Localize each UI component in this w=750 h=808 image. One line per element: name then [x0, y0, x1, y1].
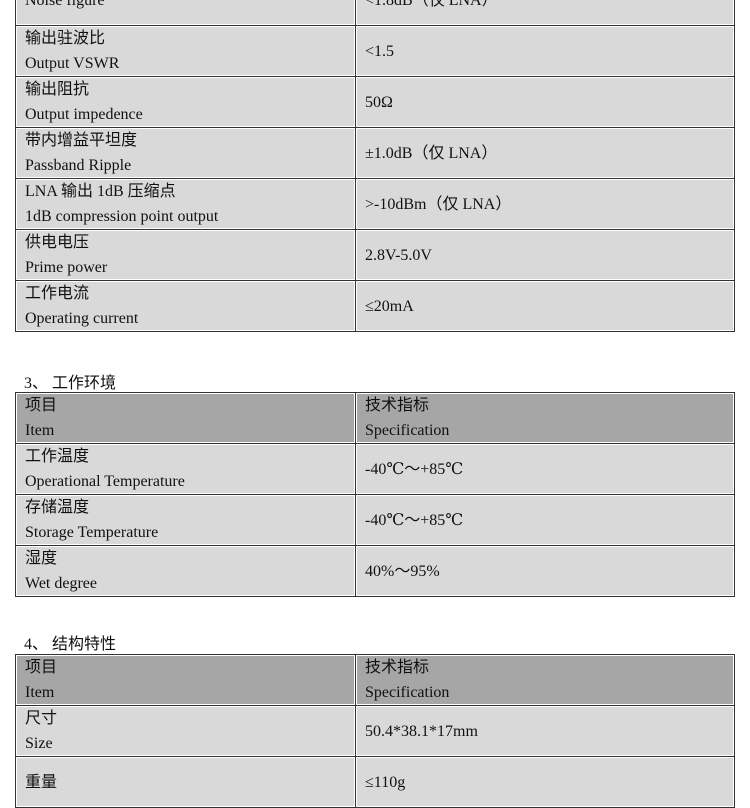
- header-spec-zh: 技术指标: [365, 659, 430, 676]
- item-name-zh: 供电电压: [25, 234, 90, 251]
- structure-spec-table: 项目 Item 技术指标 Specification 尺寸 Size 50.4*38.1*1…: [15, 654, 735, 808]
- item-name-zh: 尺寸: [25, 710, 58, 727]
- item-cell: Noise figure: [15, 0, 356, 26]
- header-spec-zh: 技术指标: [365, 397, 430, 414]
- table-row: 湿度 Wet degree 40%～95%: [15, 545, 735, 597]
- table-row: 工作电流 Operating current ≤20mA: [15, 280, 735, 332]
- table-row: 带内增益平坦度 Passband Ripple ±1.0dB（仅 LNA）: [15, 127, 735, 179]
- item-name-zh: LNA 输出 1dB 压缩点: [25, 183, 176, 200]
- item-name-zh: 带内增益平坦度: [25, 132, 138, 149]
- section-4-title: 4、 结构特性: [24, 636, 117, 653]
- table-header-row: 项目 Item 技术指标 Specification: [15, 392, 735, 444]
- spec-cell: 50Ω: [355, 76, 735, 128]
- header-spec-en: Specification: [365, 684, 450, 701]
- spec-cell: <1.5: [355, 25, 735, 77]
- header-spec-cell: 技术指标 Specification: [355, 654, 735, 706]
- spec-cell: 40%～95%: [355, 545, 735, 597]
- spec-cell: 50.4*38.1*17mm: [355, 705, 735, 757]
- header-item-en: Item: [25, 684, 55, 701]
- item-name-zh: 湿度: [25, 550, 58, 567]
- header-item-en: Item: [25, 422, 55, 439]
- item-cell: 湿度 Wet degree: [15, 545, 356, 597]
- item-name-zh: 重量: [25, 773, 58, 791]
- table-row: 工作温度 Operational Temperature -40℃～+85℃: [15, 443, 735, 495]
- spec-cell: >-10dBm（仅 LNA）: [355, 178, 735, 230]
- spec-cell: ±1.0dB（仅 LNA）: [355, 127, 735, 179]
- item-name-en: Prime power: [25, 259, 108, 276]
- spec-value: 50Ω: [365, 93, 393, 111]
- item-name-zh: 输出驻波比: [25, 30, 106, 47]
- item-name-en: Storage Temperature: [25, 524, 159, 541]
- item-cell: 重量: [15, 756, 356, 808]
- spec-value: 40%～95%: [365, 562, 440, 580]
- item-name-en: Operating current: [25, 310, 139, 327]
- table-row: Noise figure <1.8dB（仅 LNA）: [15, 0, 735, 26]
- header-spec-en: Specification: [365, 422, 450, 439]
- item-cell: 尺寸 Size: [15, 705, 356, 757]
- item-cell: 存储温度 Storage Temperature: [15, 494, 356, 546]
- item-cell: 输出驻波比 Output VSWR: [15, 25, 356, 77]
- header-item-cell: 项目 Item: [15, 392, 356, 444]
- item-name-en: Output impedence: [25, 106, 143, 123]
- item-name-en: 1dB compression point output: [25, 208, 219, 225]
- spec-cell: ≤110g: [355, 756, 735, 808]
- spec-value: 50.4*38.1*17mm: [365, 722, 478, 740]
- item-name-en: Wet degree: [25, 575, 97, 592]
- table-row: 存储温度 Storage Temperature -40℃～+85℃: [15, 494, 735, 546]
- item-cell: 工作温度 Operational Temperature: [15, 443, 356, 495]
- spec-value: ≤20mA: [365, 297, 414, 315]
- header-item-cell: 项目 Item: [15, 654, 356, 706]
- header-item-zh: 项目: [25, 659, 58, 676]
- item-name-en: Passband Ripple: [25, 157, 132, 174]
- spec-cell: <1.8dB（仅 LNA）: [355, 0, 735, 26]
- table-header-row: 项目 Item 技术指标 Specification: [15, 654, 735, 706]
- spec-cell: 2.8V-5.0V: [355, 229, 735, 281]
- item-name-en: Output VSWR: [25, 55, 120, 72]
- spec-value: -40℃～+85℃: [365, 511, 464, 529]
- table-row: 尺寸 Size 50.4*38.1*17mm: [15, 705, 735, 757]
- item-name-en: Size: [25, 735, 53, 752]
- electrical-spec-table: Noise figure <1.8dB（仅 LNA） 输出驻波比 Output VSW…: [15, 0, 735, 332]
- spec-cell: ≤20mA: [355, 280, 735, 332]
- spec-value: 2.8V-5.0V: [365, 246, 432, 264]
- spec-value: >-10dBm（仅 LNA）: [365, 195, 512, 213]
- table-row: 输出驻波比 Output VSWR <1.5: [15, 25, 735, 77]
- spec-value: -40℃～+85℃: [365, 460, 464, 478]
- item-name-en: Noise figure: [25, 0, 105, 9]
- spec-value: <1.8dB（仅 LNA）: [365, 0, 498, 9]
- table-row: 输出阻抗 Output impedence 50Ω: [15, 76, 735, 128]
- table-row: 供电电压 Prime power 2.8V-5.0V: [15, 229, 735, 281]
- spec-cell: -40℃～+85℃: [355, 443, 735, 495]
- item-name-zh: 工作电流: [25, 285, 90, 302]
- environment-spec-table: 项目 Item 技术指标 Specification 工作温度 Operational T…: [15, 392, 735, 597]
- table-row: LNA 输出 1dB 压缩点 1dB compression point outp…: [15, 178, 735, 230]
- item-name-zh: 存储温度: [25, 499, 90, 516]
- item-cell: 输出阻抗 Output impedence: [15, 76, 356, 128]
- item-name-zh: 工作温度: [25, 448, 90, 465]
- item-cell: 带内增益平坦度 Passband Ripple: [15, 127, 356, 179]
- header-spec-cell: 技术指标 Specification: [355, 392, 735, 444]
- spec-value: <1.5: [365, 42, 395, 60]
- section-3-title: 3、 工作环境: [24, 375, 117, 392]
- spec-cell: -40℃～+85℃: [355, 494, 735, 546]
- spec-value: ≤110g: [365, 773, 406, 791]
- table-row: 重量 ≤110g: [15, 756, 735, 808]
- spec-value: ±1.0dB（仅 LNA）: [365, 144, 498, 162]
- item-name-zh: 输出阻抗: [25, 81, 90, 98]
- item-name-en: Operational Temperature: [25, 473, 185, 490]
- item-cell: LNA 输出 1dB 压缩点 1dB compression point outp…: [15, 178, 356, 230]
- header-item-zh: 项目: [25, 397, 58, 414]
- item-cell: 供电电压 Prime power: [15, 229, 356, 281]
- item-cell: 工作电流 Operating current: [15, 280, 356, 332]
